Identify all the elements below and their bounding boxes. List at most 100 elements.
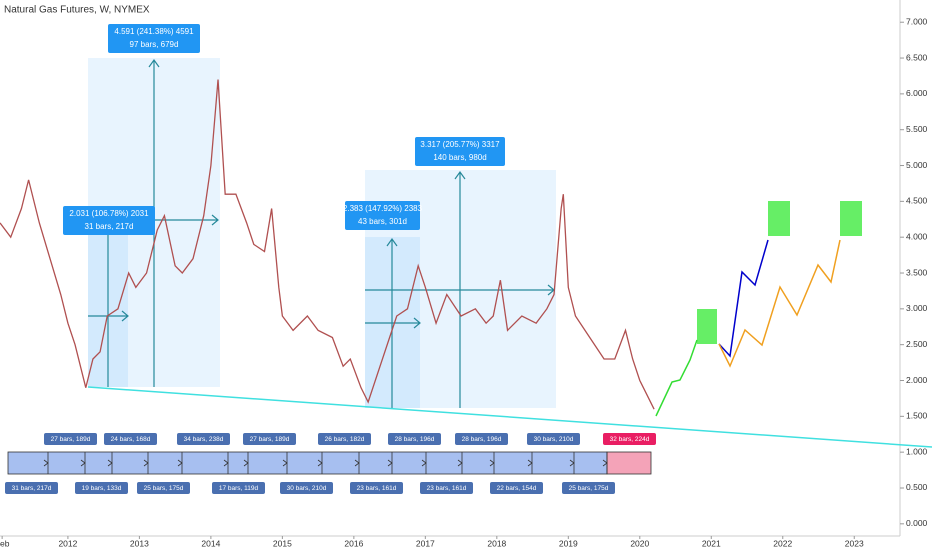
measure-arrows — [365, 237, 421, 408]
cycle-label-box — [527, 433, 580, 445]
chart-title: Natural Gas Futures, W, NYMEX — [4, 5, 150, 16]
cycle-arrow — [527, 459, 533, 467]
x-tick-label: 2014 — [201, 538, 220, 548]
cycle-arrow — [354, 459, 360, 467]
measure-label: 43 bars, 301d — [358, 217, 407, 226]
target-box — [768, 201, 790, 236]
cycle-label-box — [455, 433, 508, 445]
cycle-arrow — [107, 459, 113, 467]
x-tick-label: 2022 — [773, 538, 792, 548]
measure-label: 31 bars, 217d — [85, 222, 134, 231]
x-tick-label: 2015 — [273, 538, 292, 548]
y-tick-label: 3.500 — [906, 267, 928, 277]
cycle-label: 27 bars, 189d — [51, 436, 91, 443]
cycle-label-box — [177, 433, 230, 445]
projection — [655, 201, 862, 417]
measure-label: 2.383 (147.92%) 2383 — [343, 204, 423, 213]
projection-path — [718, 239, 841, 368]
cycle-arrow — [387, 459, 393, 467]
cycle-label-box — [5, 482, 58, 494]
cycle-label-box — [243, 433, 296, 445]
cycle-arrow — [243, 459, 249, 467]
cycle-range — [606, 451, 652, 475]
cycle-label: 31 bars, 217d — [12, 485, 52, 492]
cycle-arrow — [143, 459, 149, 467]
x-tick-label: 2021 — [702, 538, 721, 548]
cycle-label: 26 bars, 182d — [325, 436, 365, 443]
cycle-label: 23 bars, 161d — [427, 485, 467, 492]
cycle-arrow — [223, 459, 229, 467]
y-tick-label: 4.500 — [906, 196, 928, 206]
cycle-arrow — [421, 459, 427, 467]
cycle-arrow — [317, 459, 323, 467]
y-tick-label: 7.000 — [906, 16, 928, 26]
cycle-bar — [7, 451, 652, 475]
cycle-label-box — [44, 433, 97, 445]
target-box — [697, 309, 717, 344]
cycle-range — [7, 451, 608, 475]
y-tick-label: 2.500 — [906, 339, 928, 349]
y-tick-label: 0.000 — [906, 518, 928, 528]
x-tick-label: 2018 — [487, 538, 506, 548]
cycle-label: 25 bars, 175d — [569, 485, 609, 492]
x-tick-label: 2012 — [58, 538, 77, 548]
cycle-label: 34 bars, 238d — [184, 436, 224, 443]
x-tick-label: 2013 — [130, 538, 149, 548]
cycle-label-box — [137, 482, 190, 494]
price-line — [0, 79, 655, 410]
x-tick-label: Feb — [0, 538, 10, 548]
measure-label-box — [415, 137, 505, 166]
y-tick-label: 6.000 — [906, 88, 928, 98]
measure-label: 140 bars, 980d — [433, 153, 486, 162]
measure-label: 2.031 (106.78%) 2031 — [69, 209, 149, 218]
cycle-arrow — [489, 459, 495, 467]
measure-arrows — [365, 170, 555, 408]
y-tick-label: 1.000 — [906, 446, 928, 456]
cycle-label-box — [490, 482, 543, 494]
y-tick-label: 5.000 — [906, 160, 928, 170]
measure-label: 3.317 (205.77%) 3317 — [420, 140, 500, 149]
cycle-arrow — [43, 459, 49, 467]
cycle-arrow — [282, 459, 288, 467]
cycle-label: 22 bars, 154d — [497, 485, 537, 492]
cycle-label-box — [562, 482, 615, 494]
y-tick-label: 5.500 — [906, 124, 928, 134]
projection-path — [655, 339, 698, 417]
cycle-label: 30 bars, 210d — [287, 485, 327, 492]
cycle-label-box — [420, 482, 473, 494]
cycle-label: 30 bars, 210d — [534, 436, 574, 443]
cycle-arrow — [457, 459, 463, 467]
y-tick-label: 1.500 — [906, 411, 928, 421]
cycle-label-box — [603, 433, 656, 445]
measure-label: 4.591 (241.38%) 4591 — [114, 27, 194, 36]
measure-label-box — [345, 201, 420, 230]
cycle-label: 27 bars, 189d — [250, 436, 290, 443]
target-box — [840, 201, 862, 236]
cycle-label: 25 bars, 175d — [144, 485, 184, 492]
x-tick-label: 2020 — [630, 538, 649, 548]
cycle-label-box — [350, 482, 403, 494]
y-tick-label: 3.000 — [906, 303, 928, 313]
cycle-arrow — [569, 459, 575, 467]
cycle-arrow — [80, 459, 86, 467]
x-tick-label: 2017 — [416, 538, 435, 548]
projection-path — [718, 239, 769, 358]
y-tick-label: 4.000 — [906, 231, 928, 241]
cycle-label-box — [75, 482, 128, 494]
cycle-label: 24 bars, 168d — [111, 436, 151, 443]
cycle-label: 28 bars, 196d — [395, 436, 435, 443]
x-tick-label: 2016 — [344, 538, 363, 548]
y-tick-label: 0.500 — [906, 482, 928, 492]
measure-label-box — [108, 24, 200, 53]
cycle-label: 19 bars, 133d — [82, 485, 122, 492]
cycle-label: 23 bars, 161d — [357, 485, 397, 492]
cycle-label-box — [388, 433, 441, 445]
cycle-arrow — [602, 459, 608, 467]
y-tick-label: 6.500 — [906, 52, 928, 62]
cycle-label-box — [104, 433, 157, 445]
measure-label: 97 bars, 679d — [130, 40, 179, 49]
x-tick-label: 2019 — [559, 538, 578, 548]
trend-line — [87, 386, 932, 448]
cycle-label: 17 bars, 119d — [219, 485, 259, 492]
cycle-label-box — [280, 482, 333, 494]
